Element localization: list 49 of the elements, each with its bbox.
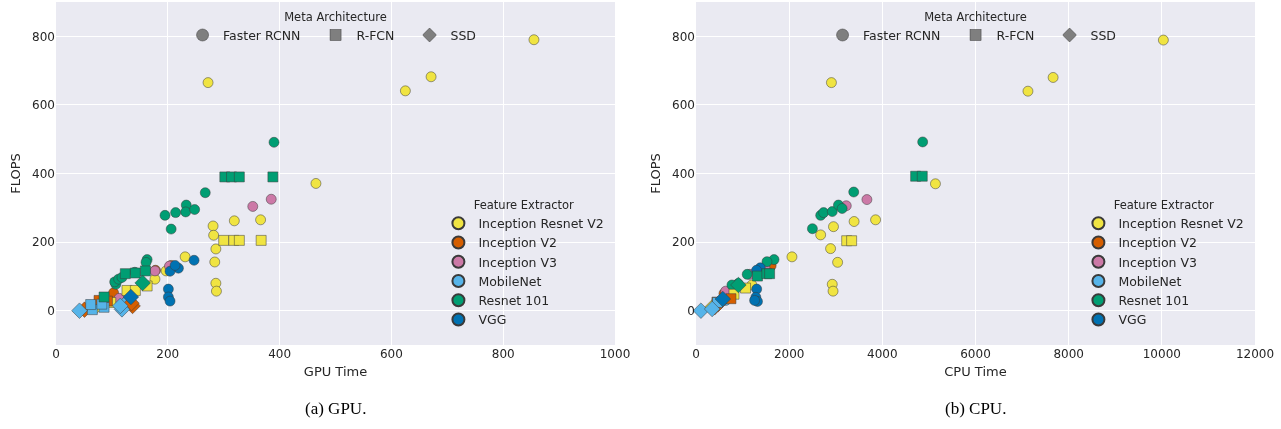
y-tick-label: 0	[687, 303, 695, 318]
x-tick-label: 800	[491, 347, 515, 361]
legend-label: Inception Resnet V2	[1118, 216, 1244, 232]
x-axis-title: CPU Time	[944, 363, 1007, 379]
legend-label: Faster RCNN	[863, 27, 941, 43]
legend-label: Inception V2	[478, 235, 557, 251]
x-tick-label: 12000	[1235, 347, 1275, 361]
legend-title: Feature Extractor	[473, 197, 575, 212]
legend-label: Resnet 101	[478, 293, 550, 309]
y-tick-label: 200	[672, 235, 695, 250]
y-tick-label: 0	[47, 303, 55, 318]
x-tick-label: 8000	[1053, 347, 1084, 361]
annotation: Meta Architecture	[923, 10, 1028, 24]
x-tick-label: 10000	[1142, 347, 1181, 361]
legend-label: R-FCN	[996, 27, 1035, 43]
legend-label: Inception V3	[1118, 254, 1197, 270]
y-tick-label: 800	[32, 29, 55, 44]
y-tick-label: 400	[32, 166, 55, 181]
y-tick-label: 400	[672, 166, 695, 181]
legend-title: Feature Extractor	[1113, 197, 1215, 212]
legend-label: Resnet 101	[1118, 293, 1190, 309]
y-tick-label: 600	[32, 98, 55, 113]
legend-label: Faster RCNN	[223, 27, 301, 43]
text: (b) CPU.	[945, 399, 1007, 418]
x-tick-label: 2000	[773, 347, 805, 361]
x-axis-title: GPU Time	[303, 363, 368, 379]
legend-label: Inception V2	[1118, 235, 1197, 251]
y-tick-label: 600	[672, 98, 695, 113]
y-axis-title: FLOPS	[648, 153, 664, 194]
y-tick-label: 200	[32, 235, 55, 250]
x-tick-label: 6000	[960, 347, 991, 361]
legend-label: VGG	[1118, 312, 1147, 328]
y-tick-label: 800	[672, 29, 695, 44]
x-tick-label: 1000	[599, 347, 631, 361]
x-tick-label: 600	[379, 347, 403, 361]
legend-label: Inception Resnet V2	[478, 216, 604, 232]
x-tick-label: 200	[156, 347, 180, 361]
legend-label: R-FCN	[356, 27, 395, 43]
annotation: Meta Architecture	[283, 10, 388, 24]
legend-label: SSD	[1090, 27, 1116, 43]
x-tick-label: 400	[268, 347, 292, 361]
x-tick-label: 4000	[867, 347, 898, 361]
legend-label: VGG	[478, 312, 507, 328]
text: (a) GPU.	[305, 399, 367, 418]
legend-label: MobileNet	[1118, 273, 1182, 289]
legend-label: Inception V3	[478, 254, 557, 270]
y-axis-title: FLOPS	[8, 153, 24, 194]
legend-label: SSD	[450, 27, 476, 43]
legend-label: MobileNet	[478, 273, 542, 289]
